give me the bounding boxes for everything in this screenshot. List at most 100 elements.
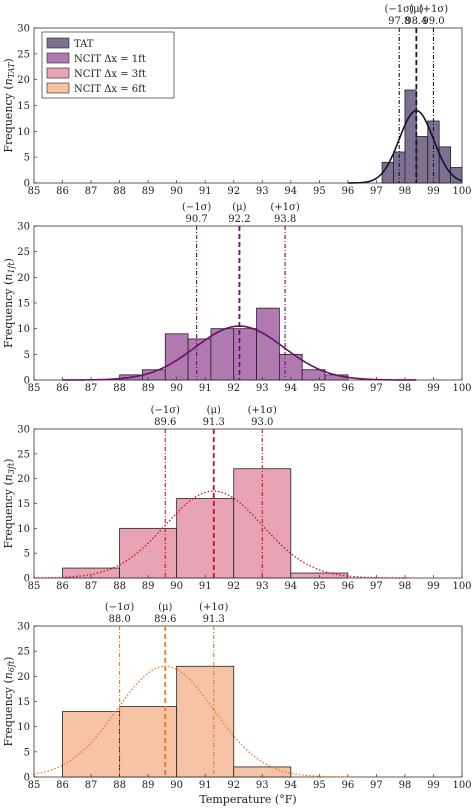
stat-value: 91.3 xyxy=(203,417,225,428)
x-tick-label: 85 xyxy=(28,186,41,197)
y-tick-label: 25 xyxy=(17,247,30,258)
x-tick-label: 90 xyxy=(170,780,183,791)
y-tick-label: 30 xyxy=(17,24,30,35)
histogram-bar xyxy=(62,711,120,778)
normal-fit-curve xyxy=(347,109,463,184)
histogram-bar xyxy=(119,706,178,778)
x-tick-label: 93 xyxy=(256,581,269,592)
y-tick-label: 20 xyxy=(17,672,30,683)
y-axis-label-main: Frequency ( xyxy=(2,481,15,548)
stat-value: 88.0 xyxy=(108,614,130,625)
x-tick-label: 98 xyxy=(399,780,412,791)
x-tick-label: 97 xyxy=(370,383,383,394)
x-tick-label: 96 xyxy=(341,780,354,791)
y-axis-label: Frequency (nTAT) xyxy=(2,58,16,152)
histogram-bar xyxy=(450,167,463,184)
y-tick-label: 10 xyxy=(17,524,30,535)
x-tick-label: 87 xyxy=(85,186,98,197)
x-tick-label: 91 xyxy=(199,581,212,592)
y-axis-label-n: n xyxy=(2,672,15,679)
legend: TAT NCIT Δx = 1ft NCIT Δx = 3ft NCIT Δx = 6… xyxy=(41,31,175,99)
stat-label: (−1σ) xyxy=(385,4,414,15)
x-tick-label: 100 xyxy=(452,383,471,394)
histogram-panel-4: (−1σ)88.0 (μ)89.6 (+1σ)91.3 85 86 87 88 89 90 91 9… xyxy=(2,602,472,806)
y-axis-label: Frequency (n1ft) xyxy=(2,258,16,348)
stat-value: 91.3 xyxy=(203,614,225,625)
x-tick-label: 89 xyxy=(142,581,155,592)
stat-value: 98.4 xyxy=(405,16,427,27)
histogram-bar xyxy=(176,665,235,778)
x-tick-label: 95 xyxy=(313,186,326,197)
x-tick-label: 99 xyxy=(427,186,440,197)
stat-label: (μ) xyxy=(207,405,221,416)
y-tick-label: 10 xyxy=(17,722,30,733)
x-tick-label: 89 xyxy=(142,383,155,394)
y-axis-label-sub: 1ft xyxy=(7,262,16,274)
stat-value: 93.8 xyxy=(274,214,296,225)
histogram-bar xyxy=(415,136,429,184)
stat-label: (+1σ) xyxy=(419,4,448,15)
y-tick-label: 25 xyxy=(17,449,30,460)
stat-value: 97.8 xyxy=(388,16,410,27)
x-tick-label: 91 xyxy=(199,383,212,394)
x-axis-label: Temperature (°F) xyxy=(199,793,296,806)
x-tick-label: 97 xyxy=(370,186,383,197)
stat-value: 89.6 xyxy=(154,417,176,428)
y-tick-label: 20 xyxy=(17,75,30,86)
histogram-bar xyxy=(164,333,189,381)
stat-value: 99.0 xyxy=(422,16,444,27)
y-axis-label-sub: 6ft xyxy=(7,660,16,672)
stat-value: 92.2 xyxy=(228,214,250,225)
x-tick-label: 97 xyxy=(370,581,383,592)
y-tick-label: 25 xyxy=(17,647,30,658)
x-tick-label: 94 xyxy=(284,186,297,197)
x-tick-label: 98 xyxy=(399,186,412,197)
x-tick-label: 89 xyxy=(142,186,155,197)
legend-swatch xyxy=(46,82,70,94)
y-tick-label: 0 xyxy=(24,179,30,190)
x-tick-label: 85 xyxy=(28,383,41,394)
stat-label: (+1σ) xyxy=(199,602,228,613)
histogram-bar xyxy=(301,369,326,381)
x-tick-label: 88 xyxy=(113,780,126,791)
stat-value: 93.0 xyxy=(251,417,273,428)
y-tick-label: 0 xyxy=(24,574,30,585)
y-tick-label: 5 xyxy=(24,350,30,361)
y-tick-label: 5 xyxy=(24,747,30,758)
stat-label: (+1σ) xyxy=(248,405,277,416)
y-axis-label-n: n xyxy=(2,274,15,281)
histogram-panel-2: (−1σ)90.7 (μ)92.2 (+1σ)93.8 85 86 87 88 89 90 91 9… xyxy=(2,202,472,394)
histogram-bar xyxy=(404,89,417,184)
x-tick-label: 85 xyxy=(28,780,41,791)
x-tick-label: 86 xyxy=(56,581,69,592)
y-axis-label-close: ) xyxy=(2,657,15,661)
histogram-bar xyxy=(233,328,257,381)
x-tick-label: 88 xyxy=(113,383,126,394)
y-tick-label: 15 xyxy=(17,299,30,310)
stat-label: (+1σ) xyxy=(270,202,299,213)
x-tick-label: 100 xyxy=(452,186,471,197)
x-tick-label: 95 xyxy=(313,383,326,394)
x-tick-label: 93 xyxy=(256,186,269,197)
y-axis-label-close: ) xyxy=(2,258,15,262)
x-tick-label: 85 xyxy=(28,581,41,592)
legend-entry-label: TAT xyxy=(74,39,94,50)
y-tick-label: 15 xyxy=(17,101,30,112)
histogram-bar xyxy=(256,307,280,381)
y-tick-label: 15 xyxy=(17,499,30,510)
x-tick-label: 95 xyxy=(313,581,326,592)
y-axis-label-n: n xyxy=(2,78,15,85)
x-tick-label: 92 xyxy=(227,581,240,592)
x-tick-label: 90 xyxy=(170,383,183,394)
x-tick-label: 99 xyxy=(427,780,440,791)
stat-label: (−1σ) xyxy=(105,602,134,613)
x-tick-label: 87 xyxy=(85,780,98,791)
x-tick-label: 91 xyxy=(199,186,212,197)
x-tick-label: 99 xyxy=(427,581,440,592)
x-tick-label: 87 xyxy=(85,581,98,592)
x-tick-label: 98 xyxy=(399,581,412,592)
histogram-panel-3: (−1σ)89.6 (μ)91.3 (+1σ)93.0 85 86 87 88 89 90 91 9… xyxy=(2,405,472,592)
x-tick-label: 93 xyxy=(256,383,269,394)
y-axis-label-sub: TAT xyxy=(7,62,16,78)
